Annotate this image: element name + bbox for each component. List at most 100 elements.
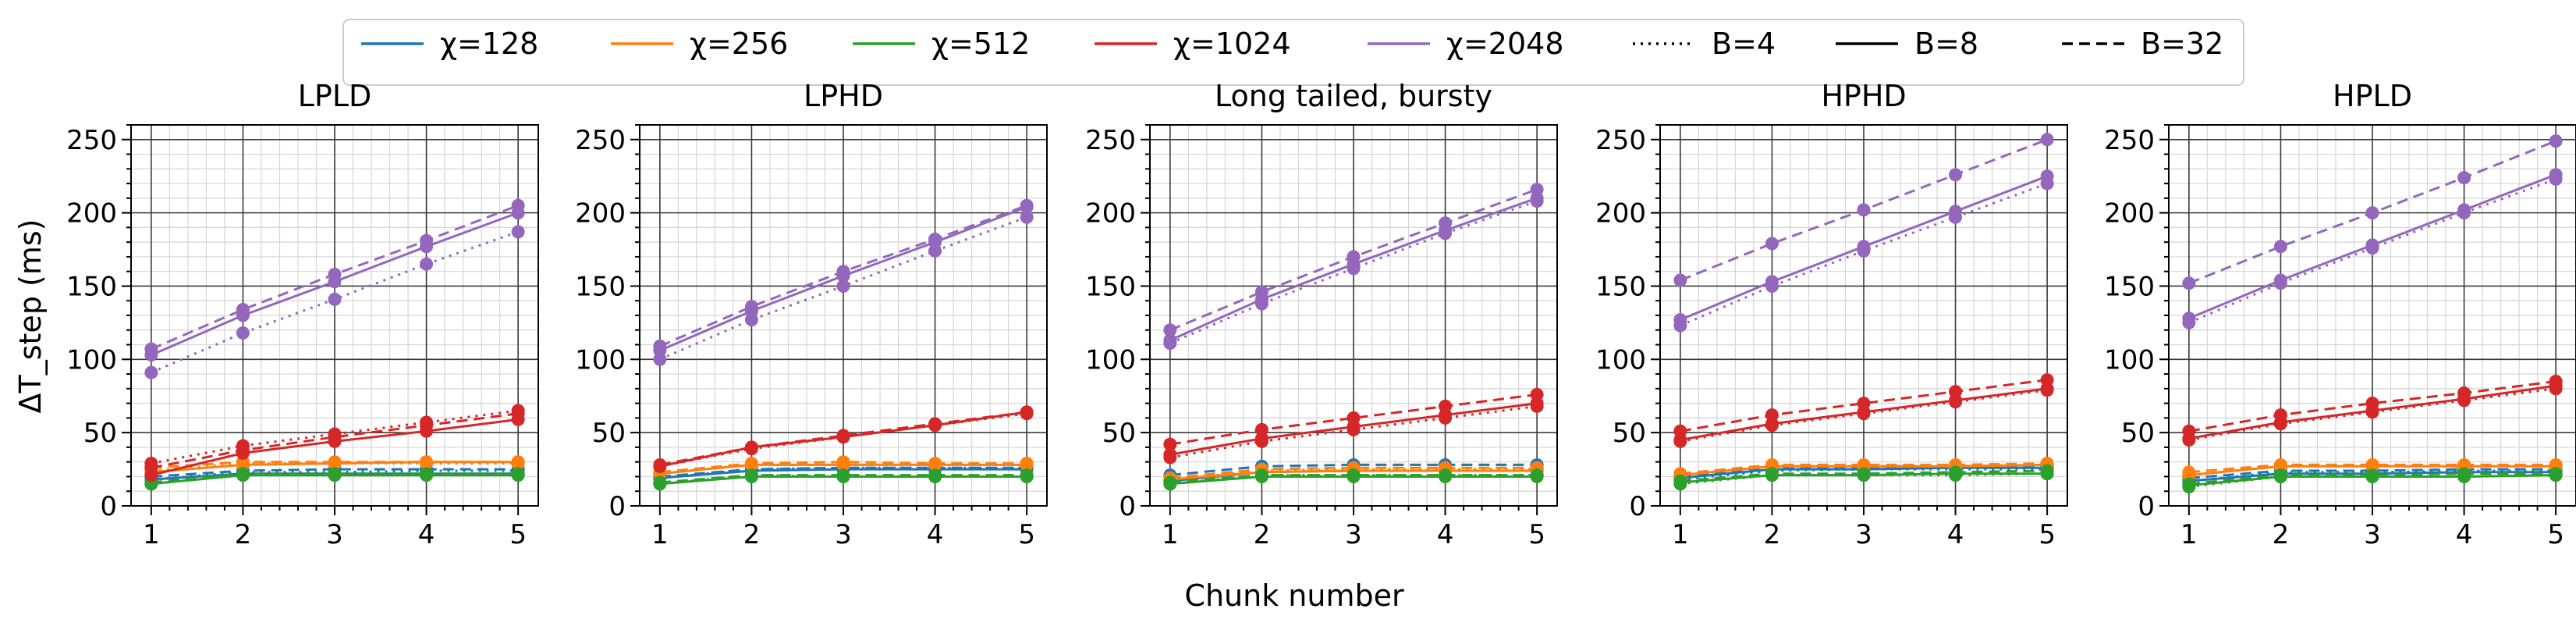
x-tick-label: 3 xyxy=(1855,519,1872,550)
data-point xyxy=(928,457,942,471)
y-tick-label: 150 xyxy=(66,271,117,302)
data-point xyxy=(836,468,850,482)
series-line xyxy=(151,230,519,374)
series-line xyxy=(151,469,519,481)
data-point xyxy=(1765,467,1779,481)
data-point xyxy=(1439,399,1453,413)
data-point xyxy=(2182,311,2196,326)
data-point xyxy=(1439,216,1453,230)
y-tick-label: 0 xyxy=(609,491,626,522)
data-point xyxy=(420,233,434,247)
y-tick-label: 100 xyxy=(575,344,626,376)
data-point xyxy=(1020,457,1034,471)
data-point xyxy=(328,430,342,444)
series-line xyxy=(1680,468,2048,481)
legend-label: B=4 xyxy=(1712,27,1776,61)
y-tick-label: 100 xyxy=(1085,344,1136,376)
y-tick-label: 150 xyxy=(1595,271,1646,302)
data-point xyxy=(2273,273,2287,287)
series-line xyxy=(151,412,519,469)
x-tick-label: 1 xyxy=(2180,519,2198,550)
series-line xyxy=(1169,474,1538,486)
y-tick-label: 0 xyxy=(100,491,117,522)
data-point xyxy=(328,292,342,306)
y-tick-label: 0 xyxy=(1119,491,1136,522)
data-point xyxy=(2273,240,2287,254)
data-point xyxy=(2182,424,2196,438)
data-point xyxy=(928,468,942,482)
data-point xyxy=(653,339,667,353)
data-point xyxy=(1020,405,1034,419)
y-tick-label: 0 xyxy=(2138,491,2155,522)
data-point xyxy=(1020,198,1034,212)
data-point xyxy=(2040,464,2054,478)
series-line xyxy=(1169,466,1538,479)
y-tick-label: 100 xyxy=(2104,344,2155,376)
panel-title: LPHD xyxy=(804,79,883,113)
data-point xyxy=(328,267,342,281)
data-point xyxy=(744,468,758,482)
data-point xyxy=(744,457,758,471)
data-point xyxy=(420,257,434,271)
x-tick-label: 2 xyxy=(743,519,761,550)
x-tick-label: 5 xyxy=(1528,519,1545,550)
data-point xyxy=(2457,171,2471,185)
legend-label: χ=512 xyxy=(931,27,1030,61)
data-point xyxy=(420,455,434,469)
x-tick-label: 4 xyxy=(2456,519,2473,550)
y-tick-label: 150 xyxy=(2104,271,2155,302)
y-tick-label: 200 xyxy=(2104,198,2155,230)
data-point xyxy=(928,417,942,431)
series-line xyxy=(659,411,1027,466)
series-line xyxy=(1169,393,1538,446)
data-point xyxy=(2365,457,2379,472)
series-line xyxy=(151,472,519,484)
series-line xyxy=(1680,469,2048,482)
panel-title: HPHD xyxy=(1821,79,1906,113)
data-point xyxy=(1857,203,1871,217)
data-point xyxy=(2040,373,2054,387)
legend-label: χ=2048 xyxy=(1446,27,1564,61)
data-point xyxy=(420,467,434,481)
data-point xyxy=(2182,276,2196,290)
data-point xyxy=(2365,206,2379,220)
panel: 0 50 100 150 200 250 1 2 3 4 5 LPHD xyxy=(575,79,1048,550)
panel-title: HPLD xyxy=(2333,79,2412,113)
x-tick-label: 3 xyxy=(1345,519,1362,550)
data-point xyxy=(511,198,525,212)
data-point xyxy=(1673,273,1687,287)
y-tick-label: 250 xyxy=(1085,125,1136,156)
data-point xyxy=(1673,313,1687,327)
data-point xyxy=(2549,168,2563,182)
data-point xyxy=(1347,411,1361,425)
data-point xyxy=(2040,133,2054,147)
y-tick-label: 50 xyxy=(83,418,117,449)
panel: 0 50 100 150 200 250 1 2 3 4 5 Long tailed, bursty xyxy=(1085,79,1558,550)
y-tick-label: 150 xyxy=(1085,271,1136,302)
panel: 0 50 100 150 200 250 1 2 3 4 5 LPLD xyxy=(66,79,539,550)
data-point xyxy=(144,365,158,379)
data-point xyxy=(1163,447,1177,461)
data-point xyxy=(1949,205,1963,219)
data-point xyxy=(2457,203,2471,217)
data-point xyxy=(236,443,250,457)
data-point xyxy=(236,302,250,316)
panel: 0 50 100 150 200 250 1 2 3 4 5 HPHD xyxy=(1595,79,2068,550)
series-line xyxy=(2188,380,2556,432)
data-point xyxy=(2457,467,2471,481)
y-tick-label: 250 xyxy=(66,125,117,156)
x-tick-label: 2 xyxy=(1764,519,1781,550)
x-tick-label: 4 xyxy=(1947,519,1964,550)
data-point xyxy=(1530,183,1544,197)
data-point xyxy=(1530,387,1544,401)
series-line xyxy=(1169,468,1538,481)
data-point xyxy=(1765,237,1779,251)
legend-label: χ=128 xyxy=(440,27,538,61)
x-tick-label: 1 xyxy=(651,519,669,550)
series-line xyxy=(1169,200,1538,345)
data-point xyxy=(836,455,850,469)
data-point xyxy=(1254,468,1268,482)
panel: 0 50 100 150 200 250 1 2 3 4 5 HPLD xyxy=(2104,79,2576,550)
data-point xyxy=(1439,468,1453,482)
y-tick-label: 100 xyxy=(1595,344,1646,376)
